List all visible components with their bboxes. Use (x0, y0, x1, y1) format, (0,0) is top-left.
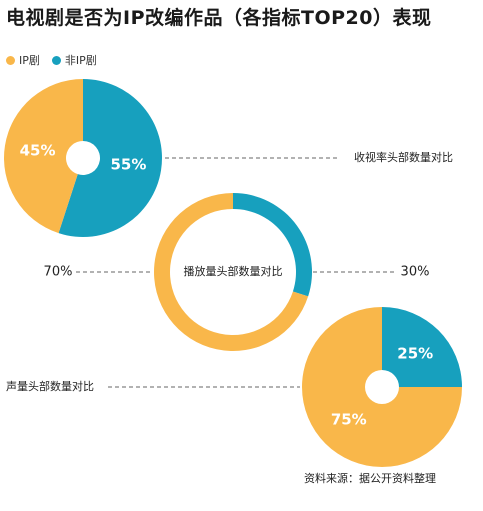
legend-swatch-non-ip (51, 55, 61, 65)
legend-label-ip: IP剧 (19, 54, 40, 67)
source-note: 资料来源：据公开资料整理 (304, 472, 436, 485)
legend-item-ip: IP剧 (6, 52, 40, 68)
chart2-label-ip: 70% (44, 265, 73, 280)
chart-title: 电视剧是否为IP改编作品（各指标TOP20）表现 (6, 7, 432, 29)
chart3-label-ip: 75% (331, 411, 367, 429)
chart1-slice-non-ip (58, 79, 162, 237)
legend-swatch-ip (6, 55, 15, 65)
chart3-metric-label: 声量头部数量对比 (6, 379, 94, 393)
chart2-slice-non-ip (233, 193, 312, 297)
chart3-label-non-ip: 25% (397, 344, 433, 362)
chart1-label-ip: 45% (20, 141, 56, 159)
chart3-slice-ip (302, 307, 462, 467)
chart3-slice-non-ip (382, 307, 462, 387)
legend: IP剧 非IP剧 (6, 52, 97, 68)
legend-label-non-ip: 非IP剧 (64, 54, 97, 67)
chart1-label-non-ip: 55% (110, 156, 146, 174)
legend-item-non-ip: 非IP剧 (51, 52, 97, 68)
chart2-metric-label: 播放量头部数量对比 (184, 264, 283, 278)
chart2-label-non-ip: 30% (401, 265, 430, 280)
chart1-slice-ip (3, 79, 83, 234)
chart1-metric-label: 收视率头部数量对比 (354, 150, 453, 164)
